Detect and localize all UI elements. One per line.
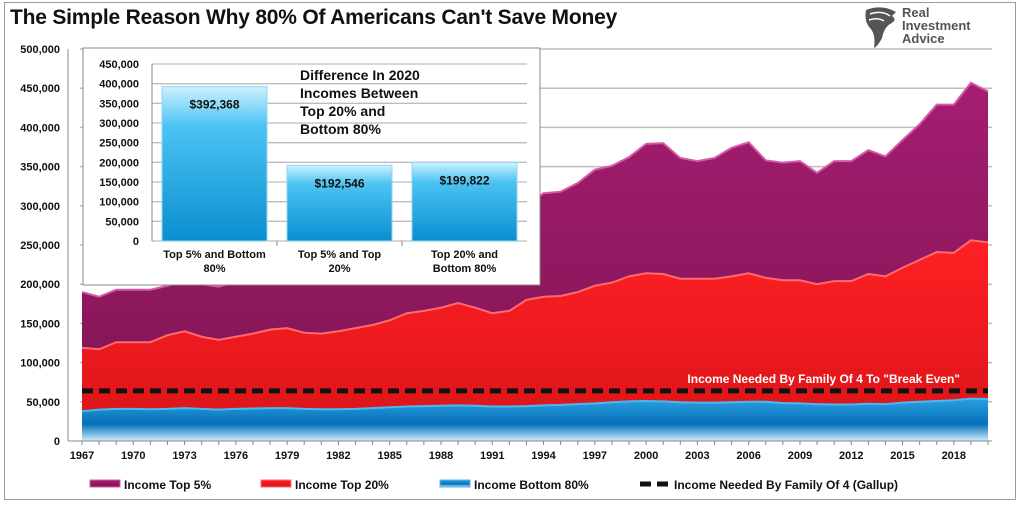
- inset-title-line: Bottom 80%: [300, 121, 381, 137]
- inset-y-tick-label: 150,000: [99, 177, 139, 189]
- break-even-annotation: Income Needed By Family Of 4 To "Break E…: [687, 372, 960, 386]
- legend-item: Income Top 20%: [260, 478, 389, 492]
- legend-label: Income Top 5%: [124, 478, 211, 492]
- legend-item: Income Top 5%: [89, 478, 211, 492]
- legend-label: Income Bottom 80%: [474, 478, 589, 492]
- legend-swatch: [439, 479, 471, 488]
- logo-line: Investment: [902, 18, 971, 33]
- inset-category-label: 20%: [328, 263, 350, 275]
- x-tick-label: 1991: [480, 450, 504, 462]
- inset-title-line: Difference In 2020: [300, 67, 420, 83]
- x-tick-label: 2009: [788, 450, 812, 462]
- area-edge: [81, 397, 989, 413]
- inset-y-tick-label: 100,000: [99, 197, 139, 209]
- inset-y-tick-label: 300,000: [99, 118, 139, 130]
- inset-category-label: Top 5% and Top: [298, 249, 382, 261]
- inset-category-label: Top 20% and: [431, 249, 498, 261]
- x-tick-label: 1967: [70, 450, 94, 462]
- inset-bar: [286, 164, 393, 242]
- legend-label: Income Top 20%: [295, 478, 389, 492]
- x-tick-label: 2012: [839, 450, 863, 462]
- inset-y-tick-label: 50,000: [105, 216, 139, 228]
- chart-frame: [4, 2, 1016, 500]
- logo: Real Investment Advice: [862, 4, 1012, 52]
- legend-swatch: [260, 479, 292, 488]
- inset-y-tick-label: 0: [133, 236, 139, 248]
- x-tick-label: 1979: [275, 450, 299, 462]
- y-tick-label: 350,000: [20, 162, 60, 174]
- inset-y-tick-label: 350,000: [99, 98, 139, 110]
- inset-bar-label: $392,368: [189, 98, 239, 112]
- inset-bar-label: $199,822: [439, 173, 489, 187]
- y-tick-label: 150,000: [20, 318, 60, 330]
- inset-bar-label: $192,546: [314, 176, 364, 190]
- inset-y-tick-label: 250,000: [99, 138, 139, 150]
- x-tick-label: 1988: [429, 450, 453, 462]
- x-tick-label: 2000: [634, 450, 658, 462]
- area-edge: [81, 239, 989, 351]
- inset-title-line: Incomes Between: [300, 85, 418, 101]
- x-tick-label: 1997: [583, 450, 607, 462]
- x-tick-label: 2006: [736, 450, 760, 462]
- inset-bar: [411, 161, 518, 242]
- chart-title: The Simple Reason Why 80% Of Americans C…: [10, 6, 618, 29]
- inset-category-label: Top 5% and Bottom: [163, 249, 266, 261]
- inset-category-label: Bottom 80%: [433, 263, 497, 275]
- x-tick-label: 1973: [172, 450, 196, 462]
- y-tick-label: 50,000: [26, 397, 60, 409]
- y-tick-label: 500,000: [20, 44, 60, 56]
- x-tick-label: 1982: [326, 450, 350, 462]
- y-tick-label: 0: [54, 436, 60, 448]
- y-tick-label: 100,000: [20, 358, 60, 370]
- x-tick-label: 1985: [377, 450, 401, 462]
- x-tick-label: 2003: [685, 450, 709, 462]
- inset-y-tick-label: 400,000: [99, 79, 139, 91]
- y-tick-label: 200,000: [20, 279, 60, 291]
- inset-bar: [161, 86, 268, 242]
- logo-text: Real Investment Advice: [902, 6, 971, 45]
- legend-item: Income Bottom 80%: [439, 478, 589, 492]
- logo-line: Real: [902, 5, 930, 20]
- x-tick-label: 2015: [890, 450, 914, 462]
- y-tick-label: 250,000: [20, 240, 60, 252]
- legend-label: Income Needed By Family Of 4 (Gallup): [674, 478, 898, 492]
- x-tick-label: 1976: [224, 450, 248, 462]
- x-tick-label: 1994: [531, 450, 556, 462]
- inset-y-tick-label: 450,000: [99, 59, 139, 71]
- inset-title-line: Top 20% and: [300, 103, 385, 119]
- x-tick-label: 2018: [942, 450, 966, 462]
- y-tick-label: 450,000: [20, 83, 60, 95]
- eagle-head-icon: [865, 7, 896, 48]
- legend-item: Income Needed By Family Of 4 (Gallup): [640, 478, 898, 492]
- inset-y-tick-label: 200,000: [99, 157, 139, 169]
- legend-swatch: [89, 479, 121, 488]
- y-tick-label: 300,000: [20, 201, 60, 213]
- x-tick-label: 1970: [121, 450, 145, 462]
- y-tick-label: 400,000: [20, 122, 60, 134]
- logo-line: Advice: [902, 31, 945, 46]
- inset-category-label: 80%: [203, 263, 225, 275]
